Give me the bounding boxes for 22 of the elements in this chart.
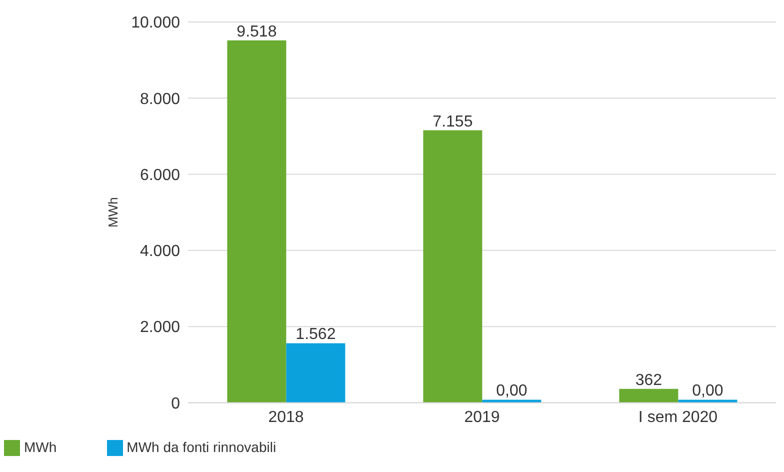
y-tick-label: 6.000 [140, 166, 180, 184]
y-tick-label: 4.000 [140, 243, 180, 260]
data-label: 0,00 [692, 382, 724, 400]
bar [423, 130, 482, 403]
bar [227, 40, 286, 403]
legend-label: MWh [24, 438, 57, 455]
data-label: 1.562 [296, 326, 336, 344]
y-axis-title: MWh [106, 197, 121, 228]
data-label: 7.155 [432, 113, 473, 130]
legend-label: MWh da fonti rinnovabili [126, 438, 276, 455]
y-tick-label: 10.000 [131, 14, 180, 32]
data-label: 0,00 [496, 382, 528, 400]
y-tick-label: 8.000 [140, 90, 180, 108]
data-label: 9.518 [236, 23, 277, 40]
x-tick-label: 2019 [464, 409, 500, 426]
y-tick-label: 2.000 [140, 319, 180, 336]
bar [286, 343, 346, 403]
x-tick-label: I sem 2020 [638, 409, 718, 426]
y-tick-label: 0 [171, 395, 180, 412]
x-tick-label: 2018 [268, 409, 304, 426]
data-label: 362 [635, 372, 662, 389]
bar [619, 388, 678, 403]
